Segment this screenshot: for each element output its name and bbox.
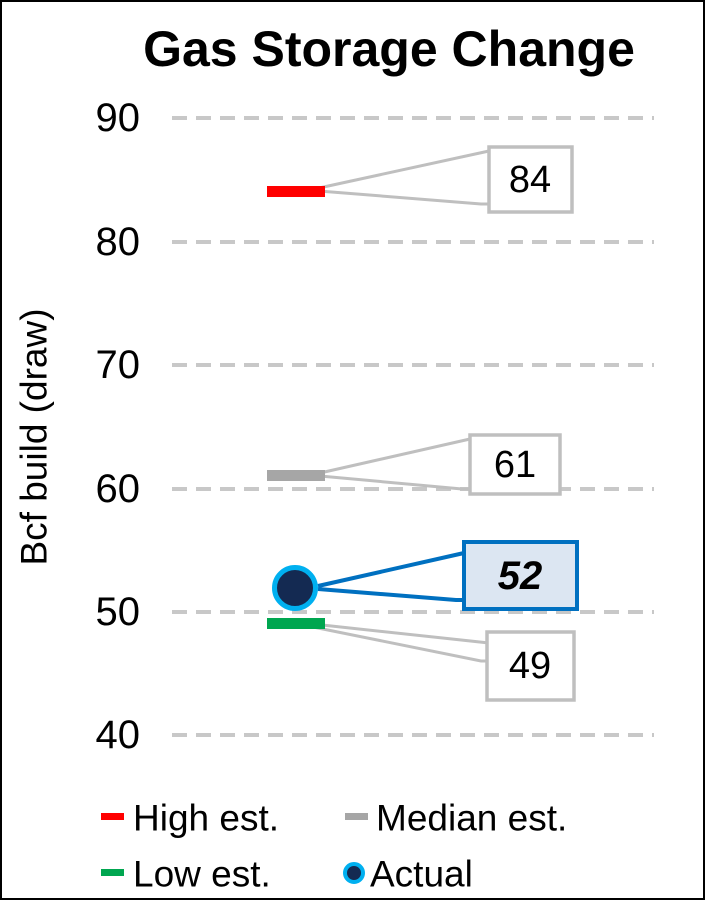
y-tick-60: 60	[96, 467, 141, 511]
gridlines	[172, 116, 654, 737]
high-callout-value: 84	[509, 159, 551, 201]
y-axis-ticks: 90 80 70 60 50 40	[96, 96, 141, 757]
chart-title: Gas Storage Change	[143, 21, 635, 77]
leader-median	[319, 437, 471, 491]
actual-marker	[272, 565, 318, 611]
legend-high-label: High est.	[133, 798, 279, 839]
actual-callout-value: 52	[498, 554, 543, 598]
y-tick-90: 90	[96, 96, 141, 140]
callout-boxes: 84 61 52 49	[462, 145, 579, 702]
legend-low-swatch	[101, 869, 124, 876]
legend: High est. Median est. Low est. Actual	[101, 798, 567, 895]
low-callout-box	[485, 630, 576, 702]
series-markers	[267, 186, 325, 629]
legend-median-swatch	[345, 813, 368, 820]
median-callout-value: 61	[494, 444, 536, 486]
low-est-marker	[267, 618, 325, 629]
high-est-marker	[267, 186, 325, 197]
low-callout-value: 49	[509, 645, 551, 687]
legend-low-label: Low est.	[133, 854, 271, 895]
leader-low	[312, 622, 490, 663]
legend-median-label: Median est.	[376, 798, 567, 839]
y-axis-title: Bcf build (draw)	[14, 308, 55, 565]
actual-callout-box	[462, 540, 579, 611]
leader-high	[318, 149, 490, 206]
high-callout-box	[487, 145, 574, 214]
median-callout-box	[468, 433, 562, 496]
y-tick-70: 70	[96, 343, 141, 387]
legend-actual-label: Actual	[370, 854, 473, 895]
y-tick-80: 80	[96, 220, 141, 264]
median-est-marker	[267, 470, 325, 481]
y-tick-40: 40	[96, 713, 141, 757]
legend-high-swatch	[101, 813, 124, 820]
leader-actual	[317, 551, 465, 602]
legend-actual-swatch	[343, 862, 365, 884]
y-tick-50: 50	[96, 590, 141, 634]
